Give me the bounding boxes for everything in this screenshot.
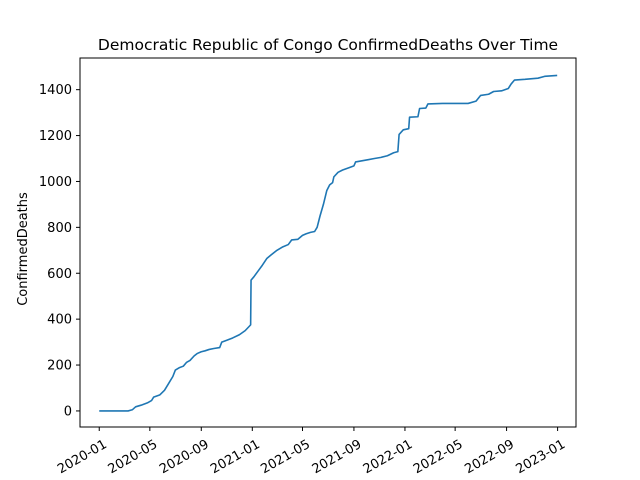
plot-frame xyxy=(79,57,577,428)
x-tick-label: 2023-01 xyxy=(513,437,568,477)
x-tick-label: 2022-01 xyxy=(361,437,416,477)
x-tick-label: 2020-05 xyxy=(106,437,161,477)
y-tick-label: 1000 xyxy=(39,175,72,190)
x-tick-label: 2021-09 xyxy=(310,437,365,477)
chart-title: Democratic Republic of Congo ConfirmedDe… xyxy=(98,36,558,54)
x-tick-label: 2022-05 xyxy=(411,437,466,477)
x-tick-label: 2021-05 xyxy=(258,437,313,477)
x-tick-label: 2022-09 xyxy=(462,437,517,477)
y-tick-label: 1200 xyxy=(39,129,72,144)
y-axis-label: ConfirmedDeaths xyxy=(16,192,31,306)
plot-area: 02004006008001000120014002020-012020-052… xyxy=(39,74,568,477)
y-tick-label: 1400 xyxy=(39,83,72,98)
y-tick-label: 800 xyxy=(47,221,72,236)
y-tick-label: 400 xyxy=(47,313,72,328)
x-tick-label: 2020-01 xyxy=(55,437,110,477)
y-tick-label: 200 xyxy=(47,359,72,374)
x-tick-label: 2020-09 xyxy=(157,437,212,477)
y-tick-label: 0 xyxy=(64,404,72,419)
series-line-0 xyxy=(99,74,558,412)
y-tick-label: 600 xyxy=(47,267,72,282)
x-tick-label: 2021-01 xyxy=(208,437,263,477)
